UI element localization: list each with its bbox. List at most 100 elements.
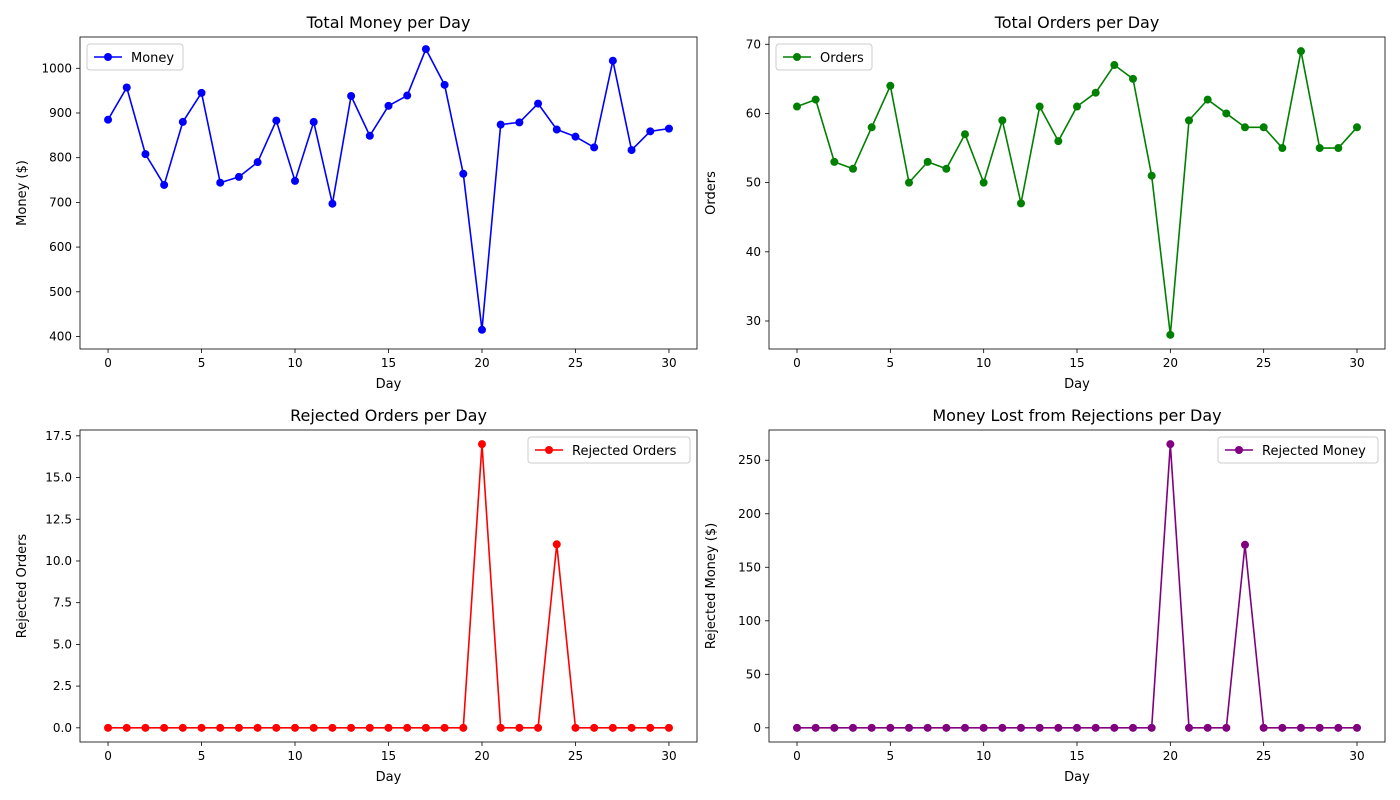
chart-3-data-point xyxy=(608,723,617,732)
chart-3-data-point xyxy=(141,723,150,732)
chart-2-data-point xyxy=(1091,88,1100,97)
chart-4-ytick-label: 100 xyxy=(738,614,761,628)
chart-2-xtick-label: 5 xyxy=(887,356,895,370)
chart-1-data-point xyxy=(646,127,655,136)
chart-2-data-point xyxy=(923,157,932,166)
chart-4-data-point xyxy=(1353,723,1361,732)
chart-1-data-point xyxy=(534,99,543,108)
chart-1-ytick-label: 1000 xyxy=(41,61,72,75)
chart-1-xtick-label: 10 xyxy=(287,356,302,370)
chart-4-ytick-label: 0 xyxy=(753,721,761,735)
chart-2-data-point xyxy=(1259,123,1268,132)
chart-4-data-point xyxy=(886,723,895,732)
chart-1-data-point xyxy=(459,169,468,178)
chart-2-data-point xyxy=(961,130,969,139)
chart-2-data-point xyxy=(1166,330,1175,339)
chart-4-data-point xyxy=(849,723,857,732)
chart-2-data-point xyxy=(998,116,1007,125)
chart-1-ytick-label: 400 xyxy=(49,329,72,343)
chart-3-data-point xyxy=(477,440,486,449)
chart-3-data-point xyxy=(104,723,113,732)
chart-1-axes-frame xyxy=(79,36,698,350)
chart-4-data-point xyxy=(1278,723,1287,732)
chart-3-ytick-label: 0.0 xyxy=(53,721,72,735)
chart-2-data-point xyxy=(886,81,895,90)
chart-2-legend-box xyxy=(775,43,873,71)
chart-1-data-point xyxy=(216,178,225,187)
chart-1-xtick-label: 25 xyxy=(568,356,583,370)
chart-4-data-point xyxy=(1315,723,1324,732)
chart-4-xtick-label: 30 xyxy=(1349,749,1364,763)
chart-4-data-point xyxy=(961,723,969,732)
chart-1-data-point xyxy=(477,325,486,334)
chart-4-legend-box xyxy=(1217,436,1379,464)
chart-4-xtick-label: 5 xyxy=(887,749,895,763)
chart-4-xtick-label: 20 xyxy=(1163,749,1178,763)
chart-4-data-point xyxy=(830,723,839,732)
chart-3-xtick-label: 25 xyxy=(568,749,583,763)
chart-2-ytick-label: 70 xyxy=(746,37,761,51)
chart-4-legend-label: Rejected Money xyxy=(1262,444,1366,459)
chart-3-data-point xyxy=(440,723,449,732)
chart-1-data-point xyxy=(160,180,169,189)
chart-4: Money Lost from Rejections per Day 0 5 10 15… xyxy=(704,406,1386,785)
chart-1-ytick-label: 500 xyxy=(49,285,72,299)
chart-1-data-point xyxy=(421,45,430,54)
chart-1-data-point xyxy=(590,143,599,152)
chart-3: Rejected Orders per Day 0 5 10 15 20 25 30 0.0 2.… xyxy=(15,406,698,785)
chart-4-xtick-label: 15 xyxy=(1069,749,1084,763)
chart-3-data-point xyxy=(421,723,430,732)
chart-4-data-point xyxy=(1241,540,1249,549)
chart-2-data-point xyxy=(867,123,876,132)
chart-2-data-point xyxy=(1222,109,1231,118)
chart-4-data-point xyxy=(1017,723,1025,732)
chart-2-data-point xyxy=(1110,61,1119,70)
chart-3-xtick-label: 10 xyxy=(287,749,302,763)
chart-1-legend-label: Money xyxy=(131,51,174,66)
chart-1-xtick-label: 5 xyxy=(198,356,206,370)
chart-3-data-point xyxy=(384,723,393,732)
chart-1-data-point xyxy=(234,172,243,181)
chart-1-data-point xyxy=(365,131,374,140)
chart-2-data-point xyxy=(942,164,951,173)
chart-1-data-point xyxy=(178,117,187,126)
chart-4-data-point xyxy=(1166,440,1175,449)
chart-3-data-point xyxy=(253,723,262,732)
chart-3-data-point xyxy=(646,723,655,732)
chart-1-data-point xyxy=(309,117,318,126)
chart-1-data-point xyxy=(253,158,262,167)
chart-4-data-point xyxy=(1091,723,1100,732)
chart-2-data-point xyxy=(905,178,913,187)
chart-3-ytick-label: 17.5 xyxy=(45,429,72,443)
chart-4-data-point xyxy=(1259,723,1268,732)
chart-1-data-point xyxy=(197,88,206,97)
chart-2-data-point xyxy=(979,178,988,187)
chart-2-xtick-label: 30 xyxy=(1349,356,1364,370)
chart-4-data-point xyxy=(1297,723,1305,732)
chart-4-title: Money Lost from Rejections per Day xyxy=(932,406,1221,425)
chart-3-data-point xyxy=(627,723,636,732)
chart-1-data-point xyxy=(496,120,505,129)
chart-2-data-point xyxy=(1035,102,1044,111)
chart-2-data-point xyxy=(830,157,839,166)
chart-3-xtick-label: 30 xyxy=(661,749,676,763)
chart-3-data-point xyxy=(160,723,169,732)
chart-1: Total Money per Day 0 5 10 15 20 25 30 400 500 600… xyxy=(15,13,698,392)
chart-3-ytick-label: 12.5 xyxy=(45,512,72,526)
chart-2-ytick-label: 30 xyxy=(746,314,761,328)
chart-2-data-point xyxy=(1017,199,1025,208)
chart-4-data-point xyxy=(1334,723,1343,732)
chart-2-data-point xyxy=(1129,74,1137,83)
chart-2-xtick-label: 20 xyxy=(1163,356,1178,370)
chart-2-data-point xyxy=(1297,47,1305,56)
chart-2-xtick-label: 15 xyxy=(1069,356,1084,370)
chart-3-data-point xyxy=(122,723,131,732)
chart-1-title: Total Money per Day xyxy=(306,13,471,32)
chart-4-x-axis-label: Day xyxy=(1064,770,1090,785)
chart-2-y-axis-label: Orders xyxy=(704,171,719,215)
chart-3-ytick-label: 5.0 xyxy=(53,637,72,651)
chart-2-data-point xyxy=(849,164,857,173)
chart-2-data-point xyxy=(1278,144,1287,153)
chart-1-x-axis-label: Day xyxy=(376,377,402,392)
chart-4-data-point xyxy=(1054,723,1063,732)
